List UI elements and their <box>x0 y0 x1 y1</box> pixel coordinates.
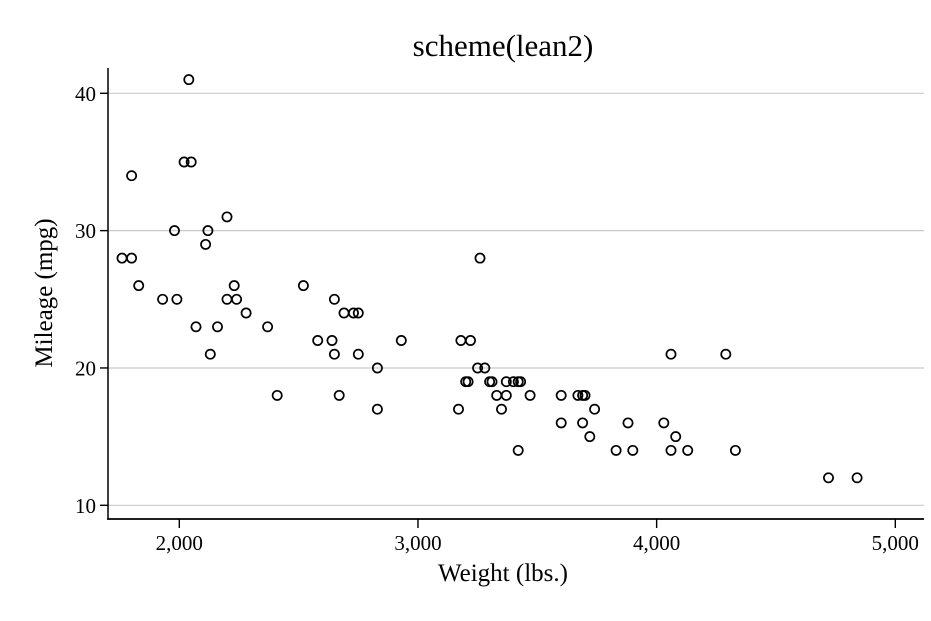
data-point <box>474 252 486 264</box>
data-point <box>472 362 484 374</box>
data-point <box>682 444 694 456</box>
data-point <box>670 431 682 443</box>
data-point <box>190 321 202 333</box>
data-point <box>312 335 324 346</box>
data-point <box>221 211 233 223</box>
data-point <box>338 307 350 319</box>
data-point <box>371 403 383 415</box>
data-point <box>460 376 472 388</box>
data-point <box>507 376 519 388</box>
y-tick-label: 40 <box>75 82 96 106</box>
data-point <box>622 417 634 429</box>
data-point <box>610 444 622 456</box>
data-point <box>555 417 567 429</box>
data-point <box>658 417 670 429</box>
data-point <box>262 321 274 333</box>
x-axis-title: Weight (lbs.) <box>438 560 568 587</box>
x-tick-label: 2,000 <box>156 531 203 555</box>
x-tick-label: 5,000 <box>872 531 919 555</box>
data-point <box>204 348 216 360</box>
data-point <box>202 225 214 237</box>
data-point <box>157 293 169 305</box>
data-point <box>395 335 407 346</box>
data-point <box>455 335 467 346</box>
y-tick-label: 20 <box>75 356 96 380</box>
y-tick-label: 30 <box>75 219 96 243</box>
data-point <box>500 389 512 401</box>
data-point <box>627 444 639 456</box>
data-point <box>479 362 491 374</box>
data-point <box>484 376 496 388</box>
data-point <box>221 293 233 305</box>
data-point <box>589 403 601 415</box>
data-point <box>240 307 252 319</box>
data-point <box>496 403 507 415</box>
chart-title: scheme(lean2) <box>412 28 594 63</box>
data-point <box>333 389 345 401</box>
data-point <box>297 280 309 292</box>
data-point <box>512 444 524 456</box>
data-point <box>126 170 138 182</box>
data-point <box>126 252 138 264</box>
data-point <box>453 403 464 415</box>
data-point <box>555 389 567 401</box>
data-point <box>512 376 524 388</box>
data-point <box>371 362 383 374</box>
data-point <box>500 376 512 388</box>
data-point <box>851 472 863 484</box>
data-point <box>720 348 732 360</box>
data-point <box>326 335 338 346</box>
data-point <box>577 417 589 429</box>
data-point <box>328 293 340 305</box>
data-point <box>665 348 677 360</box>
data-point <box>178 156 190 168</box>
x-tick-label: 4,000 <box>633 531 680 555</box>
data-point <box>579 389 591 401</box>
y-tick-label: 10 <box>75 494 96 518</box>
data-point <box>228 280 240 292</box>
data-point <box>212 321 223 333</box>
data-point <box>271 389 283 401</box>
data-point <box>116 252 128 264</box>
data-point <box>729 444 741 456</box>
data-point <box>491 389 503 401</box>
data-point <box>352 307 364 319</box>
data-point <box>183 74 195 86</box>
data-point <box>200 238 212 250</box>
data-point <box>352 348 364 360</box>
data-point <box>524 389 536 401</box>
x-tick-label: 3,000 <box>394 531 441 555</box>
data-point <box>171 293 183 305</box>
data-point <box>328 348 340 360</box>
data-point <box>465 335 476 346</box>
data-point <box>185 156 197 168</box>
data-point <box>823 472 834 484</box>
data-point <box>572 389 584 401</box>
data-point <box>169 225 180 237</box>
data-point <box>231 293 243 305</box>
data-point <box>584 431 596 443</box>
data-point <box>665 444 677 456</box>
data-point <box>133 280 145 292</box>
